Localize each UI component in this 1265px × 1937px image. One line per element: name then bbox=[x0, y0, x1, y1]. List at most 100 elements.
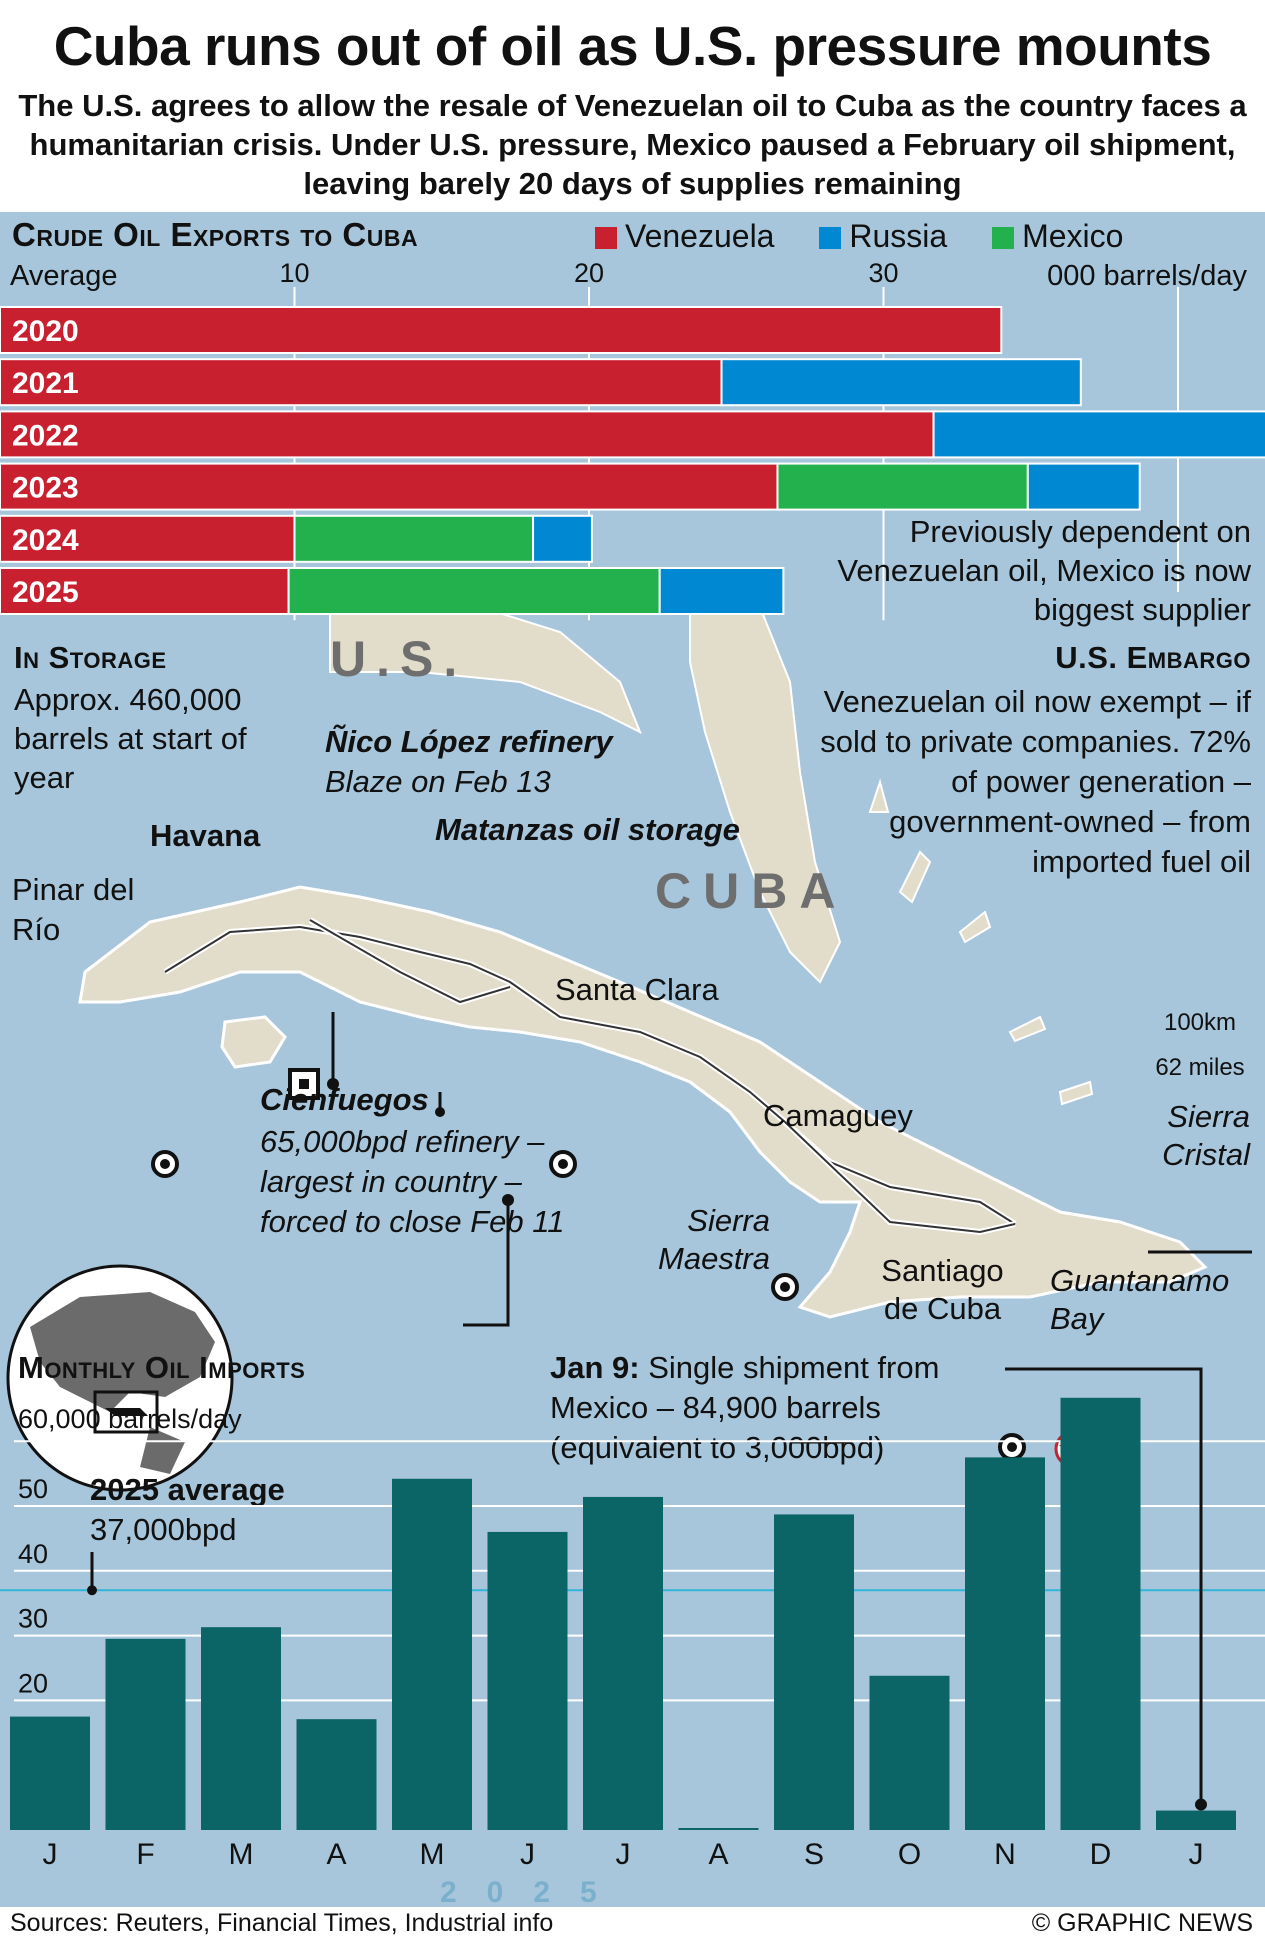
average-title: 2025 average bbox=[90, 1472, 285, 1507]
imports-bar bbox=[201, 1627, 281, 1830]
cienfuegos-text: 65,000bpd refinery – largest in country … bbox=[260, 1124, 565, 1239]
jan9-text: Single shipment from Mexico – 84,900 bar… bbox=[550, 1350, 940, 1465]
imports-chart: 20 30 40 50 J F M A M J J A S O N D J bbox=[0, 1367, 1265, 1871]
imports-month-label: D bbox=[1090, 1838, 1112, 1871]
jan9-bold: Jan 9: bbox=[550, 1350, 640, 1385]
city-marker-santa-clara bbox=[549, 1150, 577, 1178]
exports-year-label: 2025 bbox=[12, 576, 79, 609]
santa-clara-label: Santa Clara bbox=[555, 972, 719, 1007]
imports-month-label: N bbox=[994, 1838, 1016, 1871]
imports-tick-label: 30 bbox=[18, 1604, 48, 1634]
imports-bar bbox=[1156, 1810, 1236, 1830]
imports-bar bbox=[869, 1675, 950, 1830]
imports-month-label: J bbox=[520, 1838, 535, 1871]
imports-month-label: J bbox=[43, 1838, 58, 1871]
jan9-leader-dot bbox=[1195, 1798, 1207, 1811]
exports-bar-venezuela bbox=[0, 462, 779, 511]
average-leader-dot bbox=[87, 1585, 97, 1596]
scale-miles-label: 62 miles bbox=[1155, 1054, 1245, 1081]
legend-russia: Russia bbox=[819, 218, 947, 254]
page-title: Cuba runs out of oil as U.S. pressure mo… bbox=[53, 15, 1212, 77]
exports-bar-venezuela bbox=[0, 410, 935, 459]
imports-bar bbox=[583, 1496, 663, 1830]
imports-bar bbox=[105, 1638, 186, 1830]
sierra-maestra-label: Sierra Maestra bbox=[658, 1203, 770, 1276]
imports-month-label: J bbox=[1189, 1838, 1204, 1871]
imports-month-label: M bbox=[229, 1838, 254, 1871]
storage-text: Approx. 460,000 barrels at start of year bbox=[14, 682, 247, 795]
imports-month-label: A bbox=[326, 1838, 346, 1871]
exports-year-label: 2020 bbox=[12, 315, 79, 348]
legend-label-venezuela: Venezuela bbox=[625, 218, 775, 254]
legend-venezuela: Venezuela bbox=[595, 218, 774, 254]
sierra-cristal-label: Sierra Cristal bbox=[1162, 1099, 1250, 1172]
exports-tick-label: 10 bbox=[279, 258, 309, 288]
havana-label: Havana bbox=[150, 818, 261, 853]
scale-km-label: 100km bbox=[1163, 1009, 1237, 1036]
imports-month-label: F bbox=[136, 1838, 154, 1871]
florida-landmass bbox=[689, 600, 842, 984]
imports-bar bbox=[10, 1716, 90, 1830]
header: Cuba runs out of oil as U.S. pressure mo… bbox=[0, 0, 1265, 212]
globe-inset bbox=[6, 1264, 234, 1492]
jan9-leader-line bbox=[1005, 1367, 1203, 1805]
legend-label-russia: Russia bbox=[849, 218, 948, 254]
imports-unit-label: 60,000 barrels/day bbox=[18, 1404, 242, 1434]
imports-bar bbox=[296, 1719, 377, 1830]
sources-text: Sources: Reuters, Financial Times, Indus… bbox=[10, 1909, 554, 1937]
imports-tick-label: 20 bbox=[18, 1668, 48, 1698]
exports-bar-venezuela bbox=[0, 567, 290, 615]
imports-month-label: J bbox=[616, 1838, 631, 1871]
legend-label-mexico: Mexico bbox=[1022, 218, 1124, 254]
imports-bar bbox=[392, 1478, 472, 1830]
imports-bar bbox=[1060, 1397, 1141, 1830]
exports-title: Crude Oil Exports to Cuba bbox=[12, 216, 419, 253]
imports-month-label: A bbox=[708, 1838, 728, 1871]
city-marker-pinar bbox=[151, 1150, 179, 1178]
imports-year-label: 2025 bbox=[440, 1876, 627, 1909]
cienfuegos-title: Cienfuegos bbox=[260, 1082, 429, 1117]
imports-month-label: M bbox=[420, 1838, 445, 1871]
exports-bar-venezuela bbox=[0, 358, 723, 407]
legend-swatch-mexico bbox=[992, 227, 1015, 249]
embargo-text: Venezuelan oil now exempt – if sold to p… bbox=[820, 684, 1251, 879]
exports-bar-venezuela bbox=[0, 514, 296, 563]
content-panel: Crude Oil Exports to Cuba Venezuela Russ… bbox=[0, 212, 1265, 1909]
havana-capital-marker bbox=[288, 1068, 320, 1100]
legend-mexico: Mexico bbox=[992, 218, 1123, 254]
credit-text: © GRAPHIC NEWS bbox=[1031, 1909, 1253, 1937]
imports-tick-label: 50 bbox=[18, 1474, 48, 1504]
camaguey-label: Camaguey bbox=[763, 1098, 913, 1133]
imports-bar bbox=[774, 1514, 854, 1830]
gulf-coast-landmass bbox=[329, 605, 642, 735]
exports-bar-russia bbox=[1026, 462, 1141, 511]
imports-tick-label: 40 bbox=[18, 1539, 48, 1569]
imports-month-label: S bbox=[804, 1838, 824, 1871]
imports-bar bbox=[487, 1531, 568, 1830]
cuba-landmass bbox=[78, 885, 1208, 1319]
exports-bar-russia bbox=[932, 410, 1265, 459]
guantanamo-label: Guantanamo Bay bbox=[1050, 1263, 1230, 1336]
exports-unit-label: 000 barrels/day bbox=[1047, 260, 1247, 292]
exports-year-label: 2022 bbox=[12, 419, 79, 452]
legend-swatch-venezuela bbox=[595, 227, 617, 249]
santiago-label: Santiago de Cuba bbox=[881, 1253, 1004, 1326]
exports-year-label: 2021 bbox=[12, 367, 79, 400]
average-value: 37,000bpd bbox=[90, 1512, 237, 1547]
exports-tick-label: 20 bbox=[574, 258, 604, 288]
legend-swatch-russia bbox=[819, 227, 842, 249]
footer: Sources: Reuters, Financial Times, Indus… bbox=[0, 1907, 1265, 1937]
storage-title: In Storage bbox=[14, 640, 167, 675]
exports-legend: Venezuela Russia Mexico bbox=[595, 218, 1123, 255]
cuba-map bbox=[6, 600, 1252, 1492]
exports-bar-russia bbox=[658, 567, 785, 615]
exports-bar-mexico bbox=[293, 514, 535, 563]
imports-bar bbox=[965, 1457, 1045, 1830]
city-marker-camaguey bbox=[771, 1273, 799, 1301]
embargo-title: U.S. Embargo bbox=[1055, 640, 1251, 675]
imports-month-label: O bbox=[898, 1838, 921, 1871]
pinar-label: Pinar del Río bbox=[12, 872, 135, 947]
exports-tick-label: 30 bbox=[868, 258, 898, 288]
exports-note: Previously dependent on Venezuelan oil, … bbox=[837, 514, 1251, 627]
